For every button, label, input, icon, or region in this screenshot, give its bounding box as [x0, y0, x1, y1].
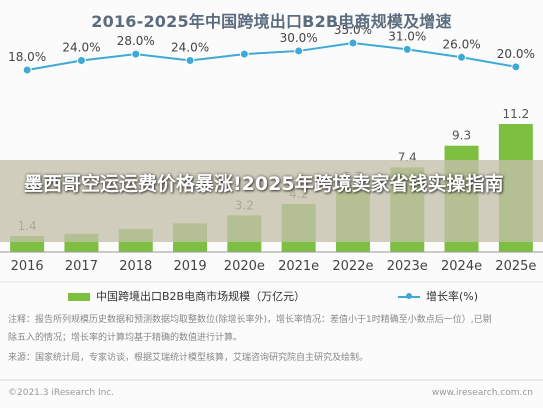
- bar-value-label-2024e: 9.3: [452, 129, 471, 143]
- x-tick-label-2023e: 2023e: [387, 259, 428, 274]
- legend-bar-series: 中国跨境出口B2B电商市场规模（万亿元）: [68, 288, 305, 304]
- x-tick-label-2020e: 2020e: [224, 259, 265, 274]
- legend-line-series: 增长率(%): [398, 288, 478, 304]
- note-line-3: 来源：国家统计局，专家访谈，根据艾瑞统计模型核算，艾瑞咨询研究院自主研究及绘制。: [8, 353, 369, 363]
- note-line-2: 除五入的情况；增长率的计算均基于精确的数值进行计算。: [8, 333, 243, 343]
- x-tick-label-2018: 2018: [119, 259, 152, 274]
- headline-text[interactable]: 墨西哥空运运费价格暴涨!2025年跨境卖家省钱实操指南: [24, 173, 504, 195]
- growth-point-2016: [22, 65, 32, 75]
- footer-copyright: ©2021.3 iResearch Inc.: [8, 388, 115, 398]
- x-tick-label-2016: 2016: [11, 259, 44, 274]
- growth-point-2022e: [348, 38, 358, 48]
- growth-value-label-2022e: 35.0%: [334, 23, 372, 37]
- growth-point-2024e: [457, 52, 467, 62]
- x-tick-label-2022e: 2022e: [332, 259, 373, 274]
- growth-value-label-2024e: 26.0%: [442, 37, 480, 51]
- growth-point-2020e: [239, 49, 249, 59]
- legend-bar-label: 中国跨境出口B2B电商市场规模（万亿元）: [96, 290, 306, 303]
- growth-value-label-2023e: 31.0%: [388, 29, 426, 43]
- headline-banner: [0, 160, 543, 242]
- growth-rate-line: [26, 41, 517, 71]
- growth-value-label-2021e: 30.0%: [280, 31, 318, 45]
- growth-point-2025e: [511, 62, 521, 72]
- growth-value-label-2025e: 20.0%: [497, 47, 535, 61]
- note-line-1: 注释：报告所列规模历史数据和预测数据均取整数位(除增长率外)，增长率情况：差值小…: [8, 315, 492, 325]
- x-tick-label-2025e: 2025e: [495, 259, 536, 274]
- x-tick-label-2017: 2017: [65, 259, 98, 274]
- legend-bar-swatch: [68, 293, 90, 301]
- growth-point-2021e: [294, 46, 304, 56]
- growth-value-label-2016: 18.0%: [8, 50, 46, 64]
- legend-line-label: 增长率(%): [426, 290, 479, 303]
- x-tick-label-2021e: 2021e: [278, 259, 319, 274]
- growth-value-label-2017: 24.0%: [62, 40, 100, 54]
- chart-title: 2016-2025年中国跨境出口B2B电商规模及增速: [91, 12, 452, 31]
- x-tick-label-2019: 2019: [174, 259, 207, 274]
- growth-value-label-2019: 24.0%: [171, 40, 209, 54]
- growth-point-2023e: [402, 44, 412, 54]
- growth-point-2019: [185, 55, 195, 65]
- legend-line-swatch: [398, 293, 420, 299]
- growth-value-label-2018: 28.0%: [117, 34, 155, 48]
- growth-point-2017: [76, 55, 86, 65]
- bar-value-label-2025e: 11.2: [502, 107, 529, 121]
- growth-point-2018: [131, 49, 141, 59]
- footer-website[interactable]: www.iresearch.com.cn: [431, 388, 533, 398]
- x-tick-label-2024e: 2024e: [441, 259, 482, 274]
